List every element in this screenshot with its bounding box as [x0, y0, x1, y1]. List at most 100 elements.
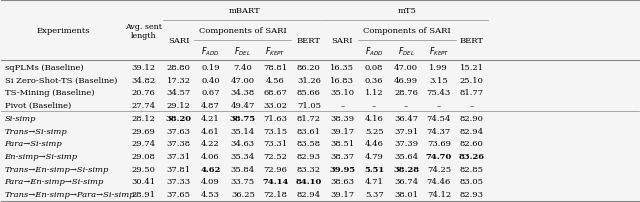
Text: 16.83: 16.83 [330, 76, 355, 84]
Text: 4.62: 4.62 [200, 165, 221, 173]
Text: 39.17: 39.17 [330, 190, 355, 198]
Text: 82.94: 82.94 [460, 127, 484, 135]
Text: 35.14: 35.14 [231, 127, 255, 135]
Text: 73.15: 73.15 [263, 127, 287, 135]
Text: 30.41: 30.41 [131, 178, 156, 186]
Text: 84.10: 84.10 [296, 178, 322, 186]
Text: 5.37: 5.37 [365, 190, 383, 198]
Text: 82.60: 82.60 [460, 140, 484, 147]
Text: 0.19: 0.19 [201, 63, 220, 72]
Text: 1.12: 1.12 [365, 89, 383, 97]
Text: 74.54: 74.54 [427, 114, 451, 122]
Text: 0.40: 0.40 [201, 76, 220, 84]
Text: 83.61: 83.61 [297, 127, 321, 135]
Text: 83.05: 83.05 [460, 178, 484, 186]
Text: 4.56: 4.56 [266, 76, 285, 84]
Text: 7.40: 7.40 [234, 63, 252, 72]
Text: 83.26: 83.26 [459, 152, 484, 160]
Text: 25.10: 25.10 [460, 76, 484, 84]
Text: 37.81: 37.81 [166, 165, 191, 173]
Text: $F_{DEL}$: $F_{DEL}$ [397, 45, 415, 57]
Text: 31.26: 31.26 [297, 76, 321, 84]
Text: Experiments: Experiments [36, 27, 90, 35]
Text: 73.69: 73.69 [427, 140, 451, 147]
Text: 35.64: 35.64 [394, 152, 418, 160]
Text: 5.25: 5.25 [365, 127, 383, 135]
Text: 4.22: 4.22 [201, 140, 220, 147]
Text: 39.17: 39.17 [330, 127, 355, 135]
Text: 38.39: 38.39 [330, 114, 355, 122]
Text: 29.50: 29.50 [132, 165, 156, 173]
Text: 4.21: 4.21 [201, 114, 220, 122]
Text: 36.47: 36.47 [394, 114, 418, 122]
Text: 29.74: 29.74 [131, 140, 156, 147]
Text: 74.46: 74.46 [427, 178, 451, 186]
Text: 38.20: 38.20 [166, 114, 191, 122]
Text: 38.37: 38.37 [330, 152, 355, 160]
Text: $F_{ADD}$: $F_{ADD}$ [365, 45, 383, 57]
Text: 28.76: 28.76 [394, 89, 418, 97]
Text: –: – [372, 102, 376, 109]
Text: $F_{KEPT}$: $F_{KEPT}$ [265, 45, 285, 57]
Text: 35.84: 35.84 [231, 165, 255, 173]
Text: 4.46: 4.46 [365, 140, 383, 147]
Text: Si Zero-Shot-TS (Baseline): Si Zero-Shot-TS (Baseline) [4, 76, 117, 84]
Text: –: – [404, 102, 408, 109]
Text: 37.91: 37.91 [394, 127, 418, 135]
Text: 82.93: 82.93 [460, 190, 484, 198]
Text: 68.67: 68.67 [264, 89, 287, 97]
Text: mBART: mBART [228, 7, 260, 15]
Text: 38.51: 38.51 [330, 140, 355, 147]
Text: Pivot (Baseline): Pivot (Baseline) [4, 102, 71, 109]
Text: 17.32: 17.32 [166, 76, 191, 84]
Text: –: – [470, 102, 474, 109]
Text: 33.75: 33.75 [231, 178, 255, 186]
Text: 0.36: 0.36 [365, 76, 383, 84]
Text: Para→En-simp→Si-simp: Para→En-simp→Si-simp [4, 178, 104, 186]
Text: 35.10: 35.10 [330, 89, 355, 97]
Text: Si-simp: Si-simp [4, 114, 36, 122]
Text: –: – [340, 102, 344, 109]
Text: $F_{ADD}$: $F_{ADD}$ [201, 45, 220, 57]
Text: 34.38: 34.38 [231, 89, 255, 97]
Text: 4.79: 4.79 [365, 152, 383, 160]
Text: 37.31: 37.31 [166, 152, 191, 160]
Text: 37.33: 37.33 [166, 178, 191, 186]
Text: Trans→En-simp→Si-simp: Trans→En-simp→Si-simp [4, 165, 109, 173]
Text: 49.47: 49.47 [230, 102, 255, 109]
Text: 71.05: 71.05 [297, 102, 321, 109]
Text: 75.43: 75.43 [427, 89, 451, 97]
Text: 74.14: 74.14 [262, 178, 289, 186]
Text: 78.81: 78.81 [263, 63, 287, 72]
Text: 29.12: 29.12 [166, 102, 191, 109]
Text: 72.52: 72.52 [264, 152, 287, 160]
Text: Trans→En-simp→Para→Si-simp: Trans→En-simp→Para→Si-simp [4, 190, 135, 198]
Text: 36.25: 36.25 [231, 190, 255, 198]
Text: 36.74: 36.74 [394, 178, 418, 186]
Text: 4.06: 4.06 [201, 152, 220, 160]
Text: 82.90: 82.90 [460, 114, 484, 122]
Text: 72.18: 72.18 [264, 190, 287, 198]
Text: 37.39: 37.39 [394, 140, 418, 147]
Text: SARI: SARI [168, 37, 189, 45]
Text: 82.94: 82.94 [297, 190, 321, 198]
Text: $F_{KEPT}$: $F_{KEPT}$ [429, 45, 449, 57]
Text: 82.85: 82.85 [460, 165, 484, 173]
Text: 5.51: 5.51 [364, 165, 384, 173]
Text: 81.77: 81.77 [460, 89, 484, 97]
Text: Avg. sent
length: Avg. sent length [125, 23, 162, 40]
Text: 4.53: 4.53 [201, 190, 220, 198]
Text: 34.63: 34.63 [231, 140, 255, 147]
Text: 46.99: 46.99 [394, 76, 418, 84]
Text: 29.08: 29.08 [132, 152, 156, 160]
Text: 3.15: 3.15 [429, 76, 448, 84]
Text: 74.37: 74.37 [427, 127, 451, 135]
Text: 72.96: 72.96 [264, 165, 287, 173]
Text: 83.58: 83.58 [297, 140, 321, 147]
Text: 71.63: 71.63 [264, 114, 287, 122]
Text: 28.91: 28.91 [131, 190, 156, 198]
Text: 4.71: 4.71 [365, 178, 383, 186]
Text: 0.67: 0.67 [201, 89, 220, 97]
Text: 82.93: 82.93 [297, 152, 321, 160]
Text: 4.16: 4.16 [365, 114, 383, 122]
